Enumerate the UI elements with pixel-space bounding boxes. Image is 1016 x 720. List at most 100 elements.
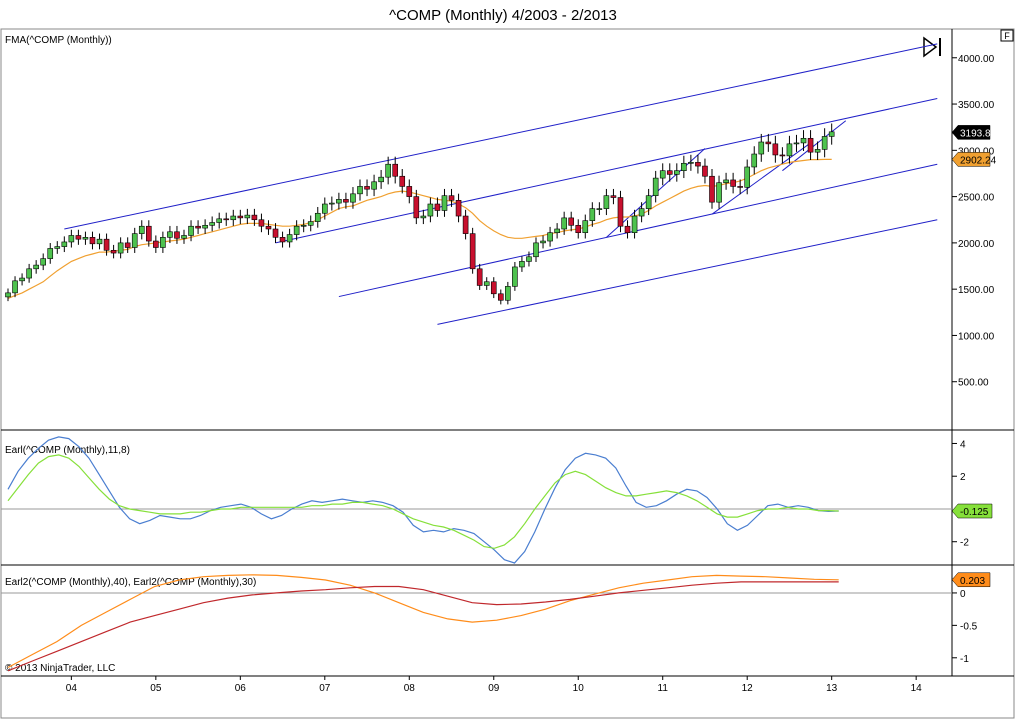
candle-body — [131, 233, 138, 248]
candle-body — [673, 170, 680, 175]
candle-body — [75, 235, 82, 240]
candle-body — [230, 215, 237, 221]
x-axis-label: 14 — [911, 683, 923, 694]
candle-body — [758, 141, 765, 155]
earl2-e30-line — [7, 574, 839, 669]
candle-body — [688, 162, 694, 164]
candle-body — [469, 233, 476, 270]
earl2-axis-label: -1 — [960, 654, 969, 665]
candle-body — [314, 212, 321, 222]
x-axis-label: 10 — [573, 683, 585, 694]
channel-line — [437, 219, 938, 325]
price-axis-label: 3000.00 — [958, 146, 995, 157]
candle-body — [258, 219, 265, 227]
channel-line — [275, 98, 938, 244]
candle-body — [350, 193, 356, 203]
candle-body — [272, 228, 279, 238]
candle-body — [751, 153, 758, 168]
candle-body — [385, 163, 391, 178]
candle-body — [730, 179, 736, 187]
candle-body — [82, 237, 89, 240]
candle-body — [413, 196, 420, 219]
candle-body — [638, 208, 645, 217]
candle-body — [807, 137, 814, 153]
candle-body — [575, 224, 582, 234]
x-axis-label: 09 — [488, 683, 500, 694]
last-price-tag-text: 3193.87 — [960, 128, 997, 139]
earl-axis-label: 2 — [960, 472, 966, 483]
candle-body — [582, 220, 589, 234]
candle-body — [329, 202, 335, 205]
candle-body — [483, 281, 490, 286]
candle-body — [793, 142, 800, 145]
x-axis-label: 07 — [319, 683, 331, 694]
candle-body — [174, 231, 180, 239]
candle-body — [47, 248, 54, 259]
candle-body — [505, 286, 511, 301]
candle-body — [427, 203, 434, 217]
candle-body — [378, 176, 384, 183]
scroll-to-end-icon[interactable] — [923, 36, 941, 58]
candle-body — [181, 235, 187, 239]
candle-body — [209, 222, 215, 226]
candle-body — [709, 175, 715, 203]
candle-body — [828, 131, 835, 137]
earl-slow-line — [7, 454, 839, 549]
x-axis-label: 08 — [404, 683, 416, 694]
x-axis-label: 06 — [235, 683, 247, 694]
candle-body — [293, 225, 300, 235]
candle-body — [561, 217, 567, 230]
candle-body — [160, 237, 166, 248]
price-axis-label: 1000.00 — [958, 331, 995, 342]
last-ma-tag-bg — [951, 152, 991, 167]
candle-body — [343, 199, 349, 203]
candle-body — [103, 238, 110, 251]
candle-body — [490, 281, 497, 295]
candle-body — [188, 225, 194, 236]
candle-body — [659, 170, 666, 179]
candle-body — [476, 268, 483, 286]
f-button[interactable]: F — [1000, 29, 1014, 42]
candle-body — [12, 280, 18, 294]
last-ma-tag-text: 2902.24 — [960, 155, 997, 166]
candle-body — [723, 179, 729, 184]
candle-body — [448, 195, 455, 201]
candle-body — [286, 234, 293, 243]
x-axis-label: 13 — [826, 683, 838, 694]
candle-body — [61, 241, 68, 247]
price-axis-label: 3500.00 — [958, 100, 995, 111]
x-axis-label: 12 — [742, 683, 754, 694]
candle-body — [223, 218, 230, 221]
earl-axis-label: 4 — [960, 439, 966, 450]
candle-body — [568, 217, 575, 226]
candle-body — [33, 264, 39, 270]
candle-body — [420, 215, 427, 219]
candle-body — [631, 215, 638, 234]
earl2-panel-label: Earl2(^COMP (Monthly),40), Earl2(^COMP (… — [5, 577, 256, 588]
earl2-axis-label: -0.5 — [960, 621, 978, 632]
x-axis-label: 05 — [150, 683, 162, 694]
candle-body — [702, 165, 708, 177]
candle-body — [146, 225, 152, 242]
candle-body — [251, 214, 258, 221]
candle-body — [26, 268, 32, 279]
candle-body — [786, 143, 793, 157]
candle-body — [814, 149, 821, 153]
price-axis-label: 2500.00 — [958, 193, 995, 204]
earl2-last-value-tag: 0.203 — [951, 572, 991, 588]
candle-body — [54, 246, 61, 249]
candle-body — [406, 186, 413, 197]
candle-body — [110, 249, 117, 254]
candle-body — [321, 203, 328, 214]
candle-body — [540, 240, 546, 244]
x-axis-label: 11 — [658, 683, 669, 694]
candle-body — [392, 163, 399, 177]
candle-body — [512, 266, 518, 287]
candle-body — [800, 137, 807, 144]
candle-body — [596, 208, 603, 210]
svg-text:F: F — [1004, 31, 1010, 41]
candle-body — [519, 261, 525, 268]
earl2-last-value-text: 0.203 — [960, 576, 985, 587]
candle-body — [153, 240, 159, 248]
candle-body — [765, 141, 772, 145]
